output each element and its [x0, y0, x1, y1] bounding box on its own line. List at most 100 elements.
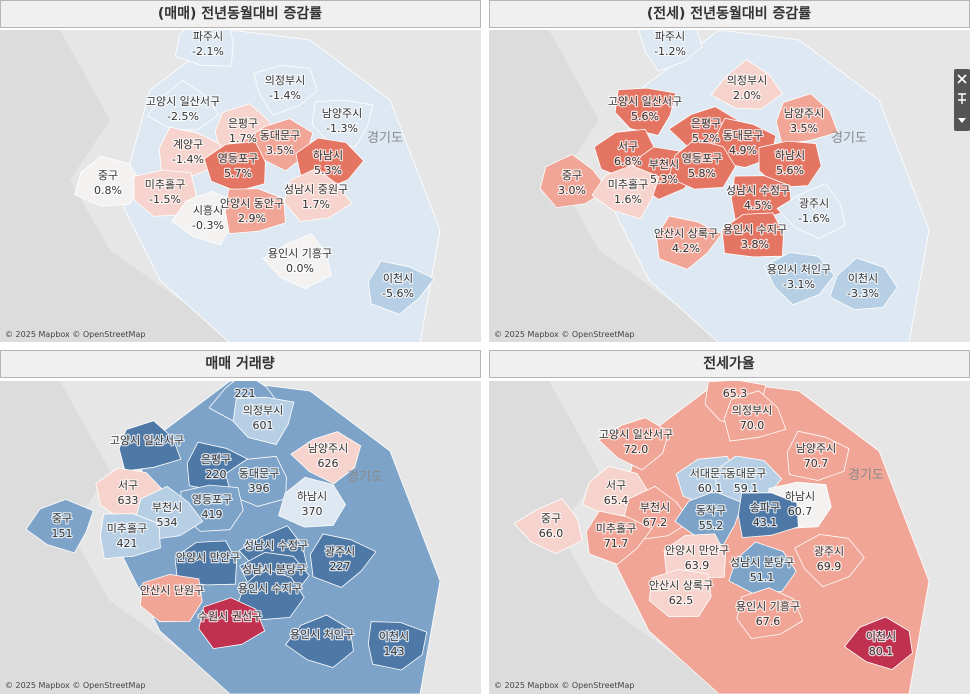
district-name: 성남시 중원구	[284, 183, 348, 196]
close-icon[interactable]	[957, 74, 967, 84]
district-name: 동대문구	[726, 467, 766, 480]
district	[786, 430, 850, 481]
district-value: 70.0	[740, 419, 765, 432]
district-name: 서구	[606, 479, 626, 492]
district-name: 파주시	[655, 30, 685, 43]
district-name: 고양시 일산서구	[599, 427, 673, 441]
district-name: 남양주시	[322, 107, 362, 120]
district	[591, 164, 660, 220]
province-label: 경기도	[831, 131, 867, 146]
title-bar	[0, 350, 481, 378]
district	[736, 587, 804, 640]
district-name: 용인시 처인구	[290, 628, 354, 641]
menu-icon[interactable]	[958, 118, 966, 123]
map-area[interactable]: 경기도 파주시 -1.2% 의정부시 2.0% 고양시 일산서구 5.6% 남양주시 3.5% 은…	[489, 21, 970, 343]
district-name: 서구	[618, 140, 638, 153]
district-name: 이천시	[383, 271, 413, 285]
district	[224, 455, 287, 507]
district-value: -1.4%	[269, 89, 301, 102]
district-value: 51.1	[750, 571, 775, 584]
district	[74, 155, 142, 207]
district-name: 중구	[541, 512, 561, 525]
district	[118, 420, 182, 472]
district	[843, 616, 913, 670]
district	[668, 138, 736, 190]
panel-title: (전세) 전년동월대비 증감률	[647, 5, 811, 22]
district-value: -1.4%	[172, 153, 204, 166]
district-value: 5.2%	[692, 132, 720, 145]
district	[283, 167, 353, 223]
district-name: 성남시 분당구	[730, 556, 794, 569]
district	[25, 498, 94, 554]
pin-icon[interactable]	[958, 93, 966, 104]
district-value: -1.6%	[798, 212, 830, 225]
title-bar	[489, 0, 970, 28]
district-name: 성남시 분당구	[242, 563, 306, 576]
district-value: 421	[117, 537, 138, 550]
district-name: 남양주시	[796, 442, 836, 455]
district-name: 안양시 만안구	[665, 544, 729, 557]
district	[794, 533, 865, 588]
district-name: 안산시 상록구	[654, 227, 718, 240]
district-name: 이천시	[379, 629, 409, 643]
district-name: 성남시 수정구	[244, 539, 308, 552]
district-value: 419	[202, 508, 223, 521]
district-name: 은평구	[201, 453, 231, 466]
district-name: 하남시	[313, 148, 343, 162]
map-copyright: © 2025 Mapbox © OpenStreetMap	[494, 330, 634, 339]
province-label: 경기도	[848, 468, 884, 483]
district-value: 5.6%	[631, 110, 659, 123]
district-value: 143	[384, 645, 405, 658]
district-name: 하남시	[297, 489, 327, 503]
district	[737, 492, 799, 539]
district-name: 이천시	[866, 629, 896, 643]
province-label: 경기도	[347, 470, 383, 485]
district-name: 동대문구	[260, 129, 300, 142]
district-name: 중구	[52, 512, 72, 525]
map-area[interactable]: 경기도 65.3 의정부시 70.0 고양시 일산서구 72.0 남양주시 70.7 서대문구 6…	[489, 380, 970, 694]
district-name: 서구	[118, 479, 138, 492]
district-value: 370	[302, 505, 323, 518]
district	[539, 153, 609, 209]
district-value: 80.1	[869, 645, 894, 658]
district-value: 72.0	[624, 443, 649, 456]
district-name: 광주시	[325, 545, 355, 558]
district-value: 626	[318, 457, 339, 470]
district-name: 중구	[562, 169, 582, 182]
district	[309, 533, 377, 588]
district	[648, 568, 712, 618]
district-value: 3.8%	[741, 238, 769, 251]
panel-title: 전세가율	[703, 355, 755, 372]
map-area[interactable]: 경기도 파주시 -2.1% 의정부시 -1.4% 고양시 일산서구 -2.5% 남양주시 -1.…	[0, 18, 481, 343]
district-value: 1.7%	[229, 132, 257, 145]
district-name: 안양시 동안구	[220, 197, 284, 210]
district-value: 71.7	[604, 537, 629, 550]
district-name: 고양시 일산서구	[110, 433, 184, 447]
district-value: 60.7	[788, 505, 813, 518]
district-value: 1.7%	[302, 198, 330, 211]
district-value: -1.5%	[149, 193, 181, 206]
district-name: 남양주시	[784, 107, 824, 120]
district-name: 고양시 일산서구	[608, 94, 682, 108]
district	[775, 93, 839, 145]
district	[638, 30, 703, 72]
district-value: 4.5%	[744, 199, 772, 212]
district-name: 의정부시	[265, 74, 305, 87]
district-name: 서대문구	[690, 467, 730, 480]
district-name: 파주시	[193, 30, 223, 43]
district-name: 하남시	[775, 148, 805, 162]
district	[513, 498, 583, 555]
district	[242, 118, 314, 172]
district	[614, 87, 677, 136]
district-value: 396	[249, 482, 270, 495]
district-name: 용인시 처인구	[767, 263, 831, 276]
district-name: 미추홀구	[145, 178, 185, 191]
district-name: 이천시	[848, 271, 878, 285]
panel-title: (매매) 전년동월대비 증감률	[158, 5, 322, 22]
district-name: 동대문구	[723, 129, 763, 142]
district	[721, 212, 785, 258]
